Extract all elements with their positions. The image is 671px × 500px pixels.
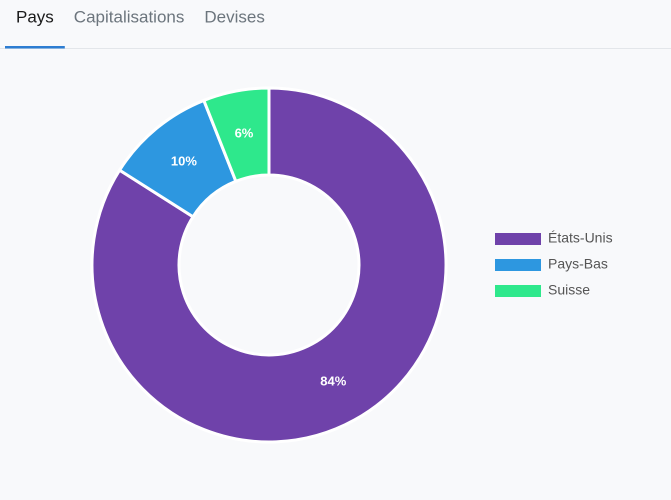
active-tab-indicator — [5, 46, 65, 49]
value-label: 84% — [320, 373, 346, 388]
legend-label: États-Unis — [548, 230, 613, 246]
tab[interactable]: Devises — [204, 7, 264, 26]
legend-label: Pays-Bas — [548, 256, 608, 272]
legend-swatch — [495, 259, 541, 271]
tab[interactable]: Capitalisations — [74, 7, 185, 26]
value-label: 6% — [235, 125, 254, 140]
donut-segment — [90, 86, 448, 444]
legend-swatch — [495, 233, 541, 245]
legend-swatch — [495, 285, 541, 297]
value-label: 10% — [171, 154, 197, 169]
legend-label: Suisse — [548, 282, 590, 298]
donut-segment — [201, 86, 271, 184]
tab[interactable]: Pays — [16, 7, 54, 26]
